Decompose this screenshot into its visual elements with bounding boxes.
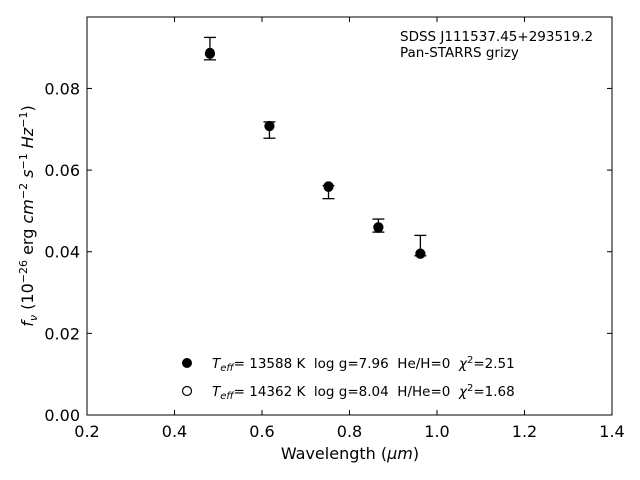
- x-tick-label: 0.8: [337, 422, 362, 441]
- axis-ticks: 0.2 0.4 0.6 0.8 1.0 1.2 1.4 0.00 0.02 0.04 0.06 0.0…: [44, 17, 625, 441]
- x-tick-label: 1.0: [424, 422, 449, 441]
- y-tick-label: 0.02: [44, 324, 80, 343]
- annotation-survey: Pan-STARRS grizy: [400, 45, 519, 61]
- y-axis-label: fν (10−26 erg cm−2 s−1 Hz−1): [17, 105, 40, 326]
- model-point-open: [264, 121, 275, 132]
- data-marks: [203, 36, 427, 259]
- model-point-open: [373, 223, 384, 233]
- annotation-object-name: SDSS J111537.45+293519.2: [400, 29, 593, 45]
- legend-label-da: Teff= 13588 K log g=7.96 He/H=0 χ2=2.51: [212, 355, 515, 374]
- legend-marker-open: [181, 385, 193, 397]
- y-tick-label: 0.04: [44, 243, 80, 262]
- x-axis-label: Wavelength (μm): [281, 444, 419, 463]
- model-point-open: [415, 248, 426, 259]
- x-tick-label: 0.4: [162, 422, 187, 441]
- model-point-open: [205, 47, 215, 58]
- model-point-open: [323, 182, 334, 193]
- y-tick-label: 0.08: [44, 79, 80, 98]
- x-tick-label: 1.2: [512, 422, 537, 441]
- x-tick-label: 0.6: [249, 422, 274, 441]
- x-tick-label: 0.2: [74, 422, 99, 441]
- y-tick-label: 0.00: [44, 406, 80, 425]
- y-tick-label: 0.06: [44, 161, 80, 180]
- legend: Teff= 13588 K log g=7.96 He/H=0 χ2=2.51 …: [181, 355, 515, 402]
- legend-label-db: Teff= 14362 K log g=8.04 H/He=0 χ2=1.68: [212, 383, 515, 402]
- legend-marker-filled: [182, 358, 192, 368]
- x-tick-label: 1.4: [599, 422, 624, 441]
